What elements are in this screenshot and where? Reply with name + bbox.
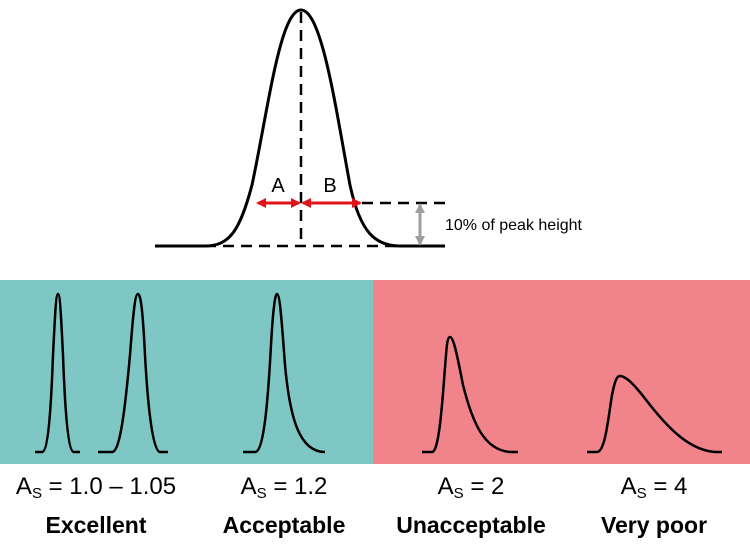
asymmetry-value-3: AS = 2	[437, 473, 505, 502]
peak-excellent-1	[35, 292, 80, 454]
asymmetry-value-4: AS = 4	[620, 473, 688, 502]
chromatographic-peak	[155, 8, 445, 248]
quality-label-3: Unacceptable	[396, 512, 546, 538]
unacceptable-panel	[373, 280, 750, 464]
peak-unacceptable	[422, 335, 518, 454]
peak-acceptable	[243, 292, 326, 454]
label-a: A	[271, 175, 285, 197]
label-b: B	[323, 175, 336, 197]
quality-label-4: Very poor	[600, 512, 708, 538]
peak-very-poor	[587, 374, 722, 454]
asymmetry-value-1: AS = 1.0 – 1.05	[15, 473, 177, 502]
asymmetry-value-2: AS = 1.2	[240, 473, 328, 502]
example-peaks	[35, 292, 722, 454]
height-note: 10% of peak height	[445, 217, 583, 234]
peak-excellent-2	[98, 292, 168, 454]
quality-label-2: Acceptable	[222, 512, 346, 538]
acceptable-panel	[0, 280, 373, 464]
quality-label-1: Excellent	[45, 512, 147, 538]
peak-asymmetry-schematic: A B 10% of peak height	[155, 8, 583, 248]
